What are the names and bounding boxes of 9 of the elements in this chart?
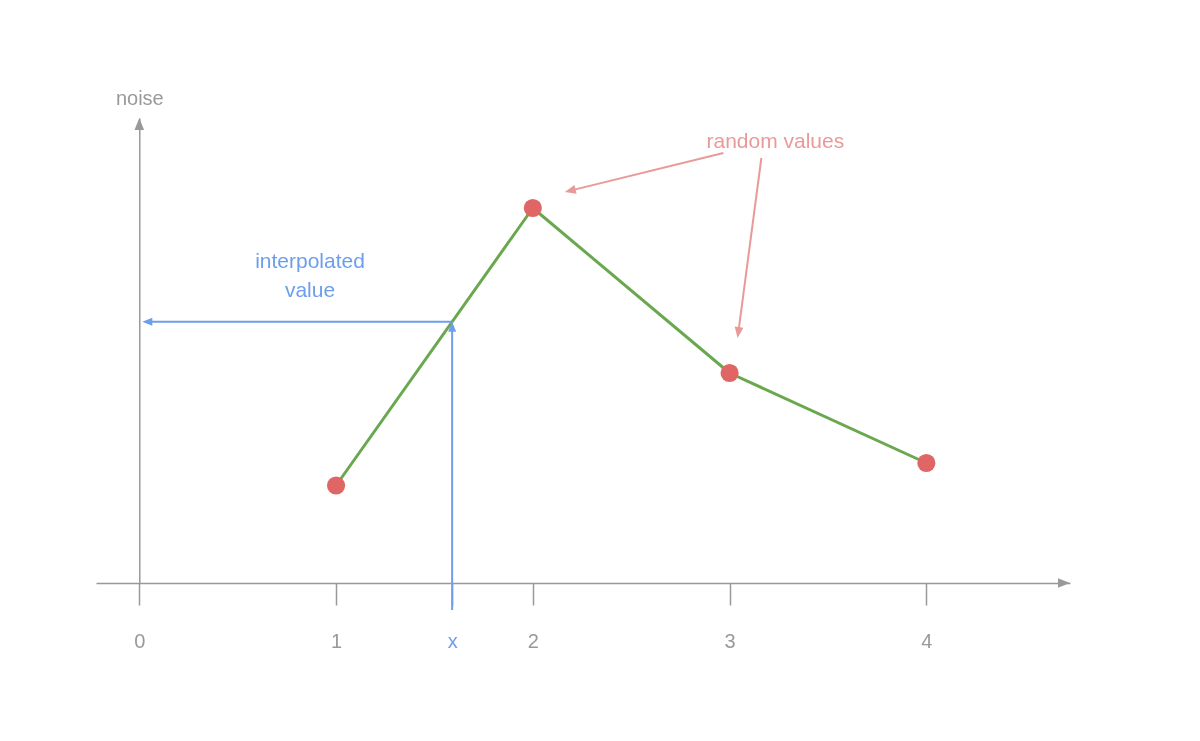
x-tick-label: 3 <box>724 629 736 652</box>
x-tick-label: 1 <box>330 629 343 652</box>
annotation: interpolated value <box>255 249 365 301</box>
x-tick-label: x <box>447 629 458 652</box>
y-axis-title: noise <box>115 86 164 109</box>
x-tick-label: 4 <box>921 629 933 652</box>
x-tick-label: 2 <box>527 629 539 652</box>
text: random values <box>706 129 845 152</box>
x-tick-label: 0 <box>134 629 146 652</box>
